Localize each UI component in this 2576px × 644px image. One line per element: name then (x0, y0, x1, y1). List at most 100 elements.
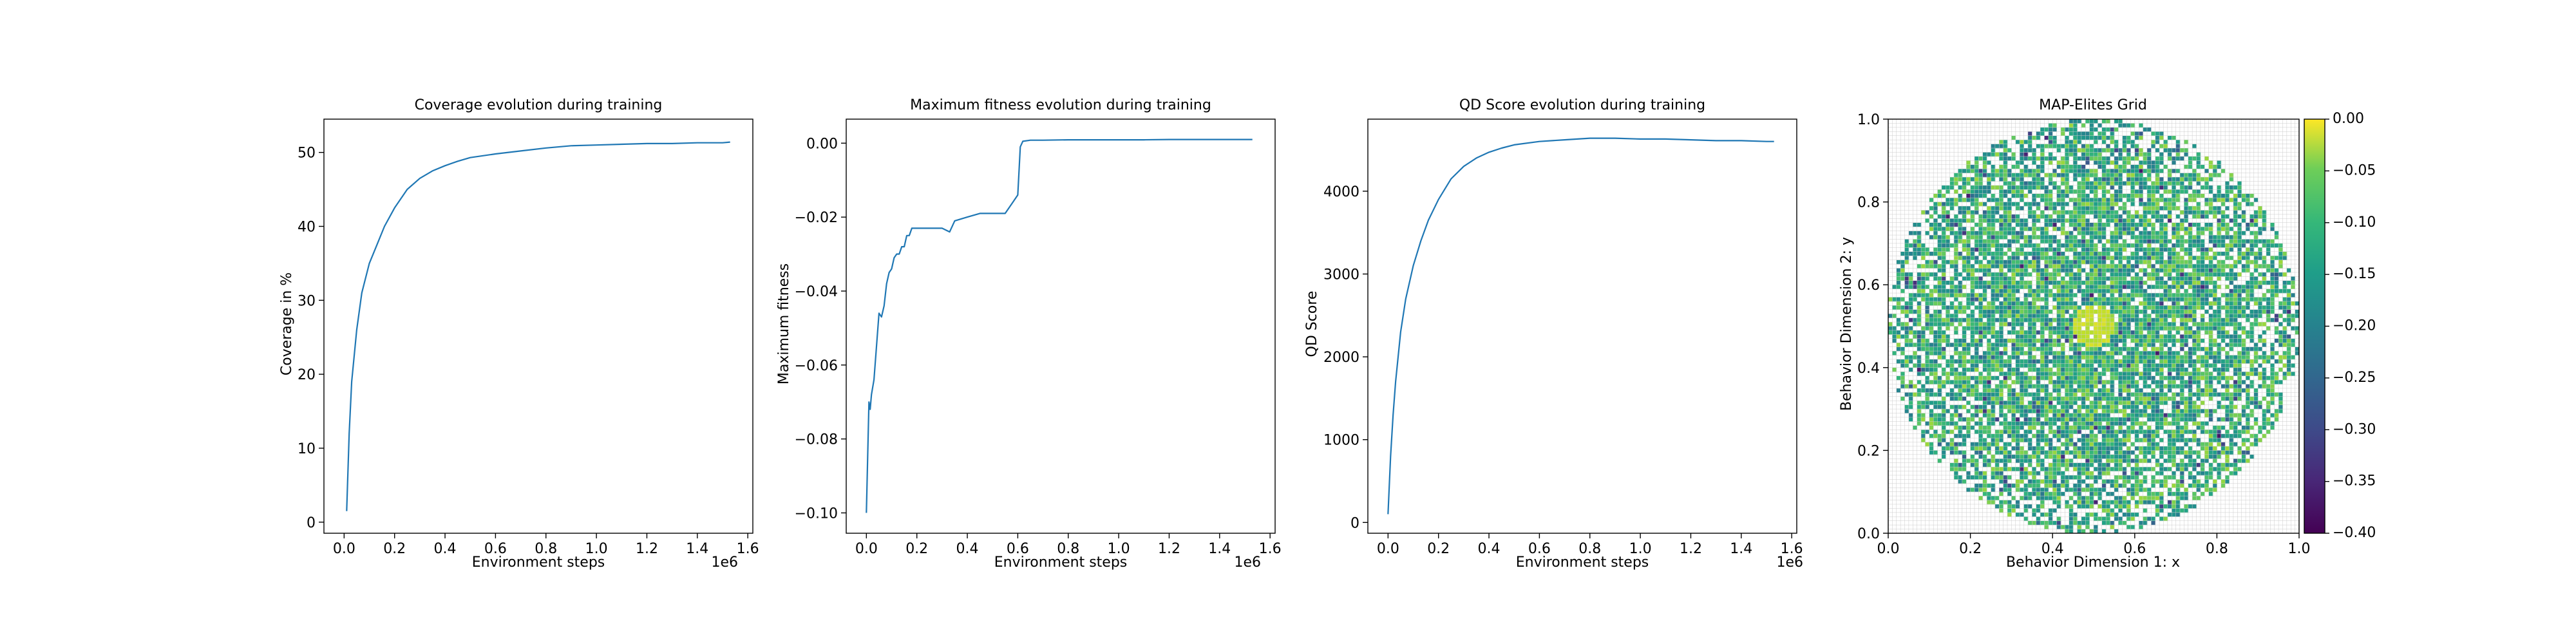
heatmap-cell (1933, 417, 1938, 422)
heatmap-cell (2225, 247, 2230, 252)
heatmap-cell (2027, 314, 2032, 318)
heatmap-cell (2015, 446, 2020, 451)
heatmap-cell (1966, 430, 1971, 435)
heatmap-cell (2146, 413, 2152, 418)
heatmap-cell (1954, 314, 1958, 318)
heatmap-cell (2179, 227, 2184, 231)
heatmap-cell (1994, 264, 2000, 269)
heatmap-cell (2237, 392, 2242, 397)
heatmap-cell (2246, 372, 2250, 377)
heatmap-cell (2114, 483, 2119, 488)
heatmap-cell (2036, 256, 2041, 260)
heatmap-cell (2044, 367, 2049, 372)
heatmap-cell (2237, 272, 2242, 277)
heatmap-cell (2069, 504, 2074, 509)
heatmap-cell (2217, 276, 2222, 281)
heatmap-cell (2262, 243, 2267, 248)
heatmap-cell (2060, 301, 2065, 306)
heatmap-cell (1994, 251, 2000, 256)
heatmap-cell (2172, 417, 2176, 422)
heatmap-cell (2225, 301, 2230, 306)
heatmap-cell (2007, 268, 2012, 273)
heatmap-cell (2085, 488, 2090, 493)
heatmap-cell (2040, 363, 2045, 368)
heatmap-cell (2213, 343, 2217, 347)
axes-frame (846, 118, 1276, 534)
heatmap-cell (2167, 268, 2172, 273)
heatmap-cell (2175, 404, 2181, 410)
heatmap-cell (1913, 343, 1918, 347)
heatmap-cell (2139, 285, 2143, 289)
heatmap-cell (2110, 459, 2115, 464)
heatmap-cell (2192, 285, 2197, 289)
heatmap-cell (2015, 235, 2020, 240)
heatmap-cell (2110, 343, 2115, 347)
heatmap-cell (2122, 317, 2127, 323)
heatmap-cell (1925, 314, 1930, 318)
heatmap-cell (2179, 367, 2184, 372)
heatmap-cell (1966, 425, 1971, 430)
heatmap-cell (2291, 326, 2295, 331)
heatmap-cell (2274, 417, 2279, 422)
heatmap-cell (2143, 338, 2148, 343)
heatmap-cell (1929, 392, 1934, 397)
heatmap-cell (2101, 372, 2107, 377)
heatmap-cell (2175, 359, 2181, 364)
heatmap-cell (1941, 202, 1946, 207)
heatmap-cell (2134, 413, 2139, 418)
heatmap-cell (2167, 475, 2172, 480)
heatmap-cell (1908, 293, 1913, 298)
heatmap-cell (2249, 247, 2255, 252)
heatmap-cell (2015, 239, 2020, 244)
heatmap-cell (2032, 375, 2037, 381)
heatmap-cell (2110, 401, 2115, 406)
heatmap-cell (2060, 256, 2065, 260)
heatmap-cell (2036, 479, 2041, 484)
heatmap-cell (2134, 409, 2139, 413)
heatmap-cell (2060, 322, 2065, 327)
heatmap-cell (2274, 380, 2279, 384)
heatmap-cell (2237, 235, 2242, 240)
heatmap-cell (2015, 305, 2020, 310)
heatmap-cell (1925, 396, 1930, 401)
heatmap-cell (2081, 529, 2086, 534)
heatmap-cell (2225, 404, 2230, 410)
heatmap-cell (2253, 285, 2259, 289)
heatmap-cell (2098, 343, 2103, 347)
heatmap-cell (2184, 330, 2189, 335)
heatmap-cell (2155, 417, 2160, 422)
heatmap-cell (2101, 293, 2107, 298)
heatmap-cell (1921, 413, 1926, 418)
heatmap-cell (1982, 413, 1987, 418)
heatmap-cell (2221, 214, 2226, 219)
heatmap-cell (2110, 454, 2115, 459)
x-axis-label: Environment steps (472, 554, 605, 571)
heatmap-cell (2015, 280, 2020, 285)
heatmap-cell (2056, 338, 2061, 343)
heatmap-cell (2146, 392, 2152, 397)
heatmap-cell (1929, 380, 1934, 384)
heatmap-cell (2007, 363, 2012, 368)
heatmap-cell (2027, 401, 2032, 406)
heatmap-cell (2003, 475, 2008, 480)
heatmap-cell (2233, 355, 2238, 360)
heatmap-cell (2085, 260, 2090, 265)
heatmap-cell (2101, 359, 2107, 364)
heatmap-cell (2007, 227, 2012, 231)
heatmap-cell (2077, 483, 2082, 488)
heatmap-cell (2151, 516, 2156, 522)
heatmap-cell (1970, 413, 1975, 418)
heatmap-cell (2089, 210, 2094, 215)
heatmap-cell (2081, 363, 2086, 368)
heatmap-cell (2023, 438, 2029, 442)
heatmap-cell (1954, 293, 1958, 298)
heatmap-cell (2134, 243, 2139, 248)
heatmap-cell (2101, 433, 2107, 439)
heatmap-cell (1991, 459, 1996, 464)
heatmap-cell (2060, 343, 2065, 347)
heatmap-cell (2015, 500, 2020, 505)
heatmap-cell (2143, 293, 2148, 298)
heatmap-cell (1974, 488, 1979, 493)
heatmap-cell (2278, 256, 2283, 260)
heatmap-cell (2048, 380, 2053, 384)
